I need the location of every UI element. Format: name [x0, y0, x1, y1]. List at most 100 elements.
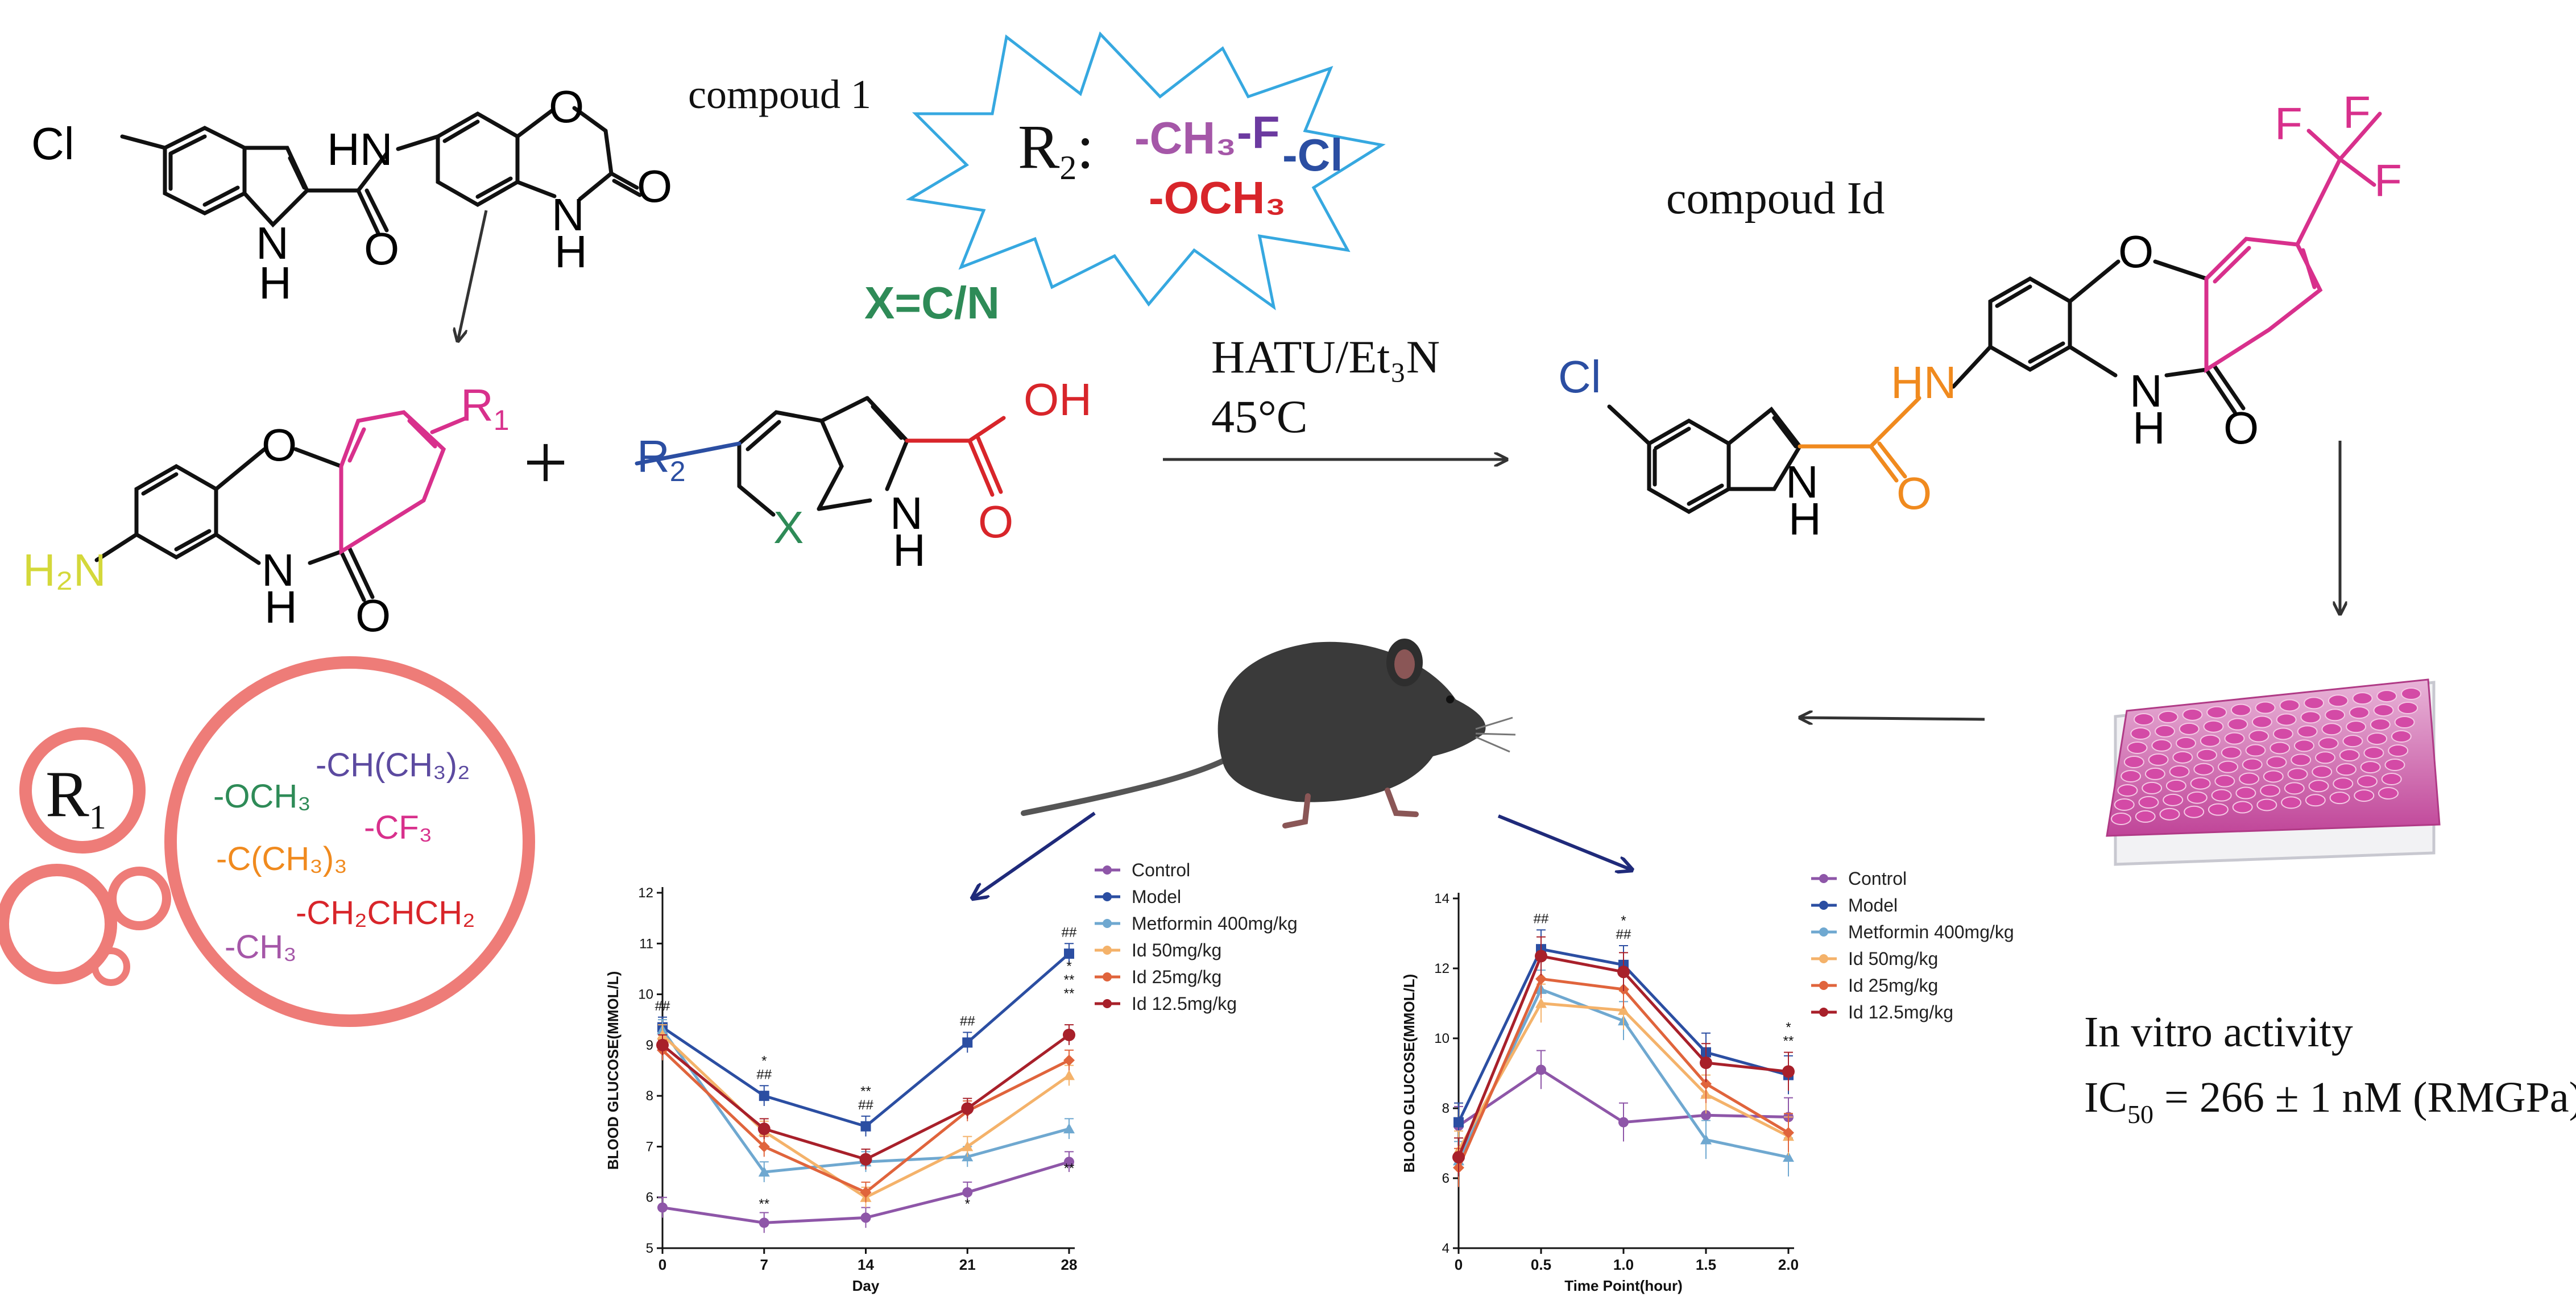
- data-point: [1535, 950, 1547, 963]
- r1-substituent-list: -OCH₃ -CH(CH₃)₂ -CF₃ -C(CH₃)₃ -CH₂CHCH₂ …: [213, 747, 475, 966]
- legend-marker: [1103, 919, 1112, 928]
- f-atom-1: F: [2275, 98, 2302, 149]
- y-tick-label: 4: [1442, 1241, 1449, 1256]
- well: [2284, 782, 2305, 795]
- well: [2157, 710, 2179, 723]
- legend-label: Id 25mg/kg: [1848, 975, 1938, 996]
- burst-content: R2: -CH₃ -F -Cl -OCH₃: [1018, 107, 1343, 223]
- well: [2325, 709, 2346, 722]
- well: [2276, 713, 2297, 726]
- compound-1-atoms: Cl HN N H O O N H O compoud 1: [31, 72, 871, 308]
- data-point: [1535, 973, 1547, 985]
- well: [2208, 803, 2229, 816]
- well: [2245, 744, 2266, 757]
- well: [2297, 725, 2318, 738]
- data-point: [1617, 966, 1630, 979]
- data-point: [1618, 1117, 1629, 1128]
- data-point: [1700, 1057, 1712, 1070]
- well: [2155, 724, 2176, 738]
- cl-atom: Cl: [1558, 351, 1601, 402]
- indole-h-atom: H: [259, 258, 292, 308]
- well: [2293, 739, 2314, 752]
- well: [2127, 742, 2148, 754]
- well: [2190, 777, 2211, 790]
- y-axis-label: BLOOD GLUCOSE(MMOL/L): [604, 971, 622, 1170]
- well: [2356, 775, 2378, 788]
- x-tick-label: 14: [858, 1256, 874, 1273]
- legend-label: Id 50mg/kg: [1848, 948, 1938, 969]
- y-axis-label: BLOOD GLUCOSE(MMOL/L): [1401, 974, 1418, 1173]
- legend-marker: [1819, 954, 1828, 963]
- well: [2269, 742, 2291, 755]
- well: [2159, 807, 2180, 821]
- well-plate-image: [2106, 678, 2441, 866]
- acid-structure: [635, 396, 1006, 517]
- well: [2135, 810, 2156, 823]
- data-point: [1783, 1127, 1794, 1139]
- compound-1-label: compoud 1: [688, 72, 871, 117]
- data-point: [757, 1122, 771, 1136]
- lactam-n-atom: N: [2130, 366, 2163, 416]
- significance-mark: **: [1064, 972, 1075, 988]
- well: [2346, 720, 2367, 734]
- well: [2211, 789, 2232, 802]
- well: [2287, 768, 2308, 781]
- indole-n-atom: N: [890, 488, 923, 538]
- amine-scaffold-structure: [94, 410, 469, 602]
- well: [2279, 699, 2300, 712]
- acid-atoms: R2 X N H OH O: [637, 374, 1092, 575]
- well: [2130, 727, 2151, 740]
- well: [2401, 687, 2421, 700]
- legend-marker: [1103, 946, 1112, 955]
- substituent-burst: [905, 31, 1386, 310]
- well: [2272, 727, 2293, 740]
- arrow-plate-to-mouse: [1800, 718, 1985, 719]
- well: [2255, 701, 2276, 714]
- data-point: [1700, 1078, 1712, 1090]
- invitro-line-2: IC50 = 266 ± 1 nM (RMGPa): [2084, 1074, 2576, 1129]
- x-tick-label: 7: [760, 1256, 768, 1273]
- x-axis-label: Time Point(hour): [1564, 1277, 1683, 1294]
- significance-mark: ##: [1616, 927, 1631, 942]
- lactam-o-atom: O: [2223, 403, 2259, 453]
- indole-n-atom: N: [256, 218, 289, 268]
- data-point: [961, 1102, 974, 1115]
- y-tick-label: 6: [1442, 1171, 1449, 1186]
- data-point: [1452, 1151, 1465, 1164]
- well: [2186, 791, 2208, 804]
- legend-label: Model: [1132, 887, 1181, 907]
- y-tick-label: 10: [1434, 1031, 1449, 1046]
- x-tick-label: 2.0: [1778, 1256, 1799, 1273]
- compound-id-label: compoud Id: [1666, 173, 1885, 223]
- x-tick-label: 0: [659, 1256, 666, 1273]
- well: [2214, 774, 2235, 788]
- data-point: [962, 1187, 973, 1198]
- well: [2200, 734, 2221, 747]
- well: [2218, 760, 2239, 773]
- lactam-o-atom: O: [637, 161, 672, 212]
- chart-daily-glucose: 5 6 7 8 9 10 11 12 0 7 14 21 28 Day BLOOD GLUCOSE(MMOL…: [604, 860, 1298, 1294]
- y-tick-label: 11: [639, 936, 653, 951]
- ring-o-atom: O: [262, 420, 297, 470]
- well: [2327, 694, 2349, 707]
- well: [2165, 779, 2186, 792]
- x-tick-label: 1.5: [1696, 1256, 1716, 1273]
- well: [2391, 730, 2412, 743]
- well: [2163, 793, 2184, 806]
- well: [2376, 690, 2397, 703]
- h2n-group: H₂N: [23, 545, 106, 595]
- well: [2363, 747, 2384, 760]
- data-point: [1535, 997, 1547, 1008]
- indole-h-atom: H: [893, 525, 926, 575]
- data-point: [758, 1141, 770, 1153]
- data-point: [1064, 1157, 1074, 1167]
- f-atom-2: F: [2343, 87, 2371, 138]
- data-point: [1063, 1029, 1075, 1041]
- r1-allyl: -CH₂CHCH₂: [296, 894, 475, 931]
- well: [2378, 787, 2399, 800]
- y-tick-label: 10: [638, 987, 653, 1003]
- significance-mark: **: [1783, 1034, 1794, 1049]
- significance-mark: **: [860, 1084, 871, 1099]
- arrow-mouse-to-chart-2: [1497, 814, 1632, 870]
